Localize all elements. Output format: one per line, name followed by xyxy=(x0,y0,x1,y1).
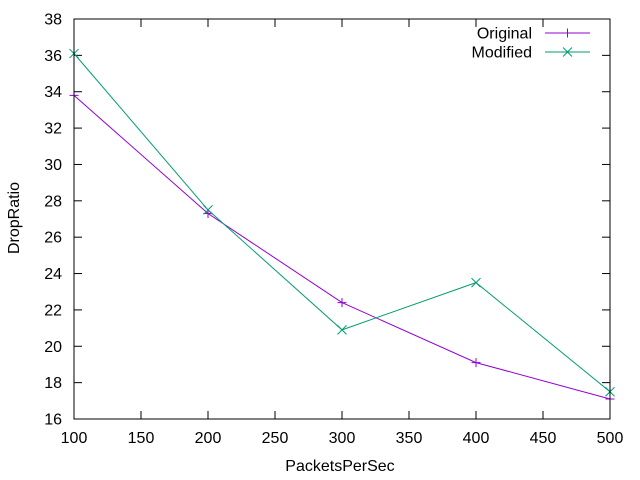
x-tick-label: 100 xyxy=(61,430,88,447)
series-original xyxy=(69,90,615,404)
y-tick-label: 38 xyxy=(44,12,62,29)
x-tick-label: 500 xyxy=(597,430,624,447)
x-axis-label: PacketsPerSec xyxy=(285,458,394,475)
y-tick-label: 34 xyxy=(44,84,62,101)
series-layer xyxy=(69,48,615,404)
y-tick-label: 32 xyxy=(44,121,62,138)
x-tick-label: 350 xyxy=(396,430,423,447)
data-point xyxy=(203,205,213,215)
y-tick-label: 16 xyxy=(44,412,62,429)
y-tick-label: 24 xyxy=(44,266,62,283)
legend-marker xyxy=(562,47,573,57)
plot-frame xyxy=(73,18,611,420)
data-point xyxy=(337,325,347,335)
x-tick-label: 150 xyxy=(128,430,155,447)
legend-label: Original xyxy=(477,26,532,43)
y-tick-label: 20 xyxy=(44,339,62,356)
y-tick-label: 18 xyxy=(44,375,62,392)
x-tick-label: 300 xyxy=(329,430,356,447)
y-tick-label: 26 xyxy=(44,230,62,247)
x-tick-label: 200 xyxy=(195,430,222,447)
legend: Original Modified xyxy=(472,26,590,62)
axis-ticks: 16 18 20 22 24 26 28 30 32 34 36 38 100 150 200 250 300 3… xyxy=(44,12,623,448)
series-line xyxy=(73,95,611,400)
series-modified xyxy=(69,48,615,397)
series-line xyxy=(73,53,611,393)
data-point xyxy=(471,358,481,368)
y-tick-label: 22 xyxy=(44,302,62,319)
y-tick-label: 36 xyxy=(44,48,62,65)
data-point xyxy=(471,277,481,288)
y-tick-label: 30 xyxy=(44,157,62,174)
x-tick-label: 450 xyxy=(530,430,557,447)
y-tick-label: 28 xyxy=(44,193,62,210)
legend-label: Modified xyxy=(472,45,532,62)
x-tick-label: 250 xyxy=(262,430,289,447)
data-point xyxy=(337,298,347,308)
x-tick-label: 400 xyxy=(463,430,490,447)
legend-marker xyxy=(563,28,572,38)
y-axis-label: DropRatio xyxy=(6,182,23,254)
